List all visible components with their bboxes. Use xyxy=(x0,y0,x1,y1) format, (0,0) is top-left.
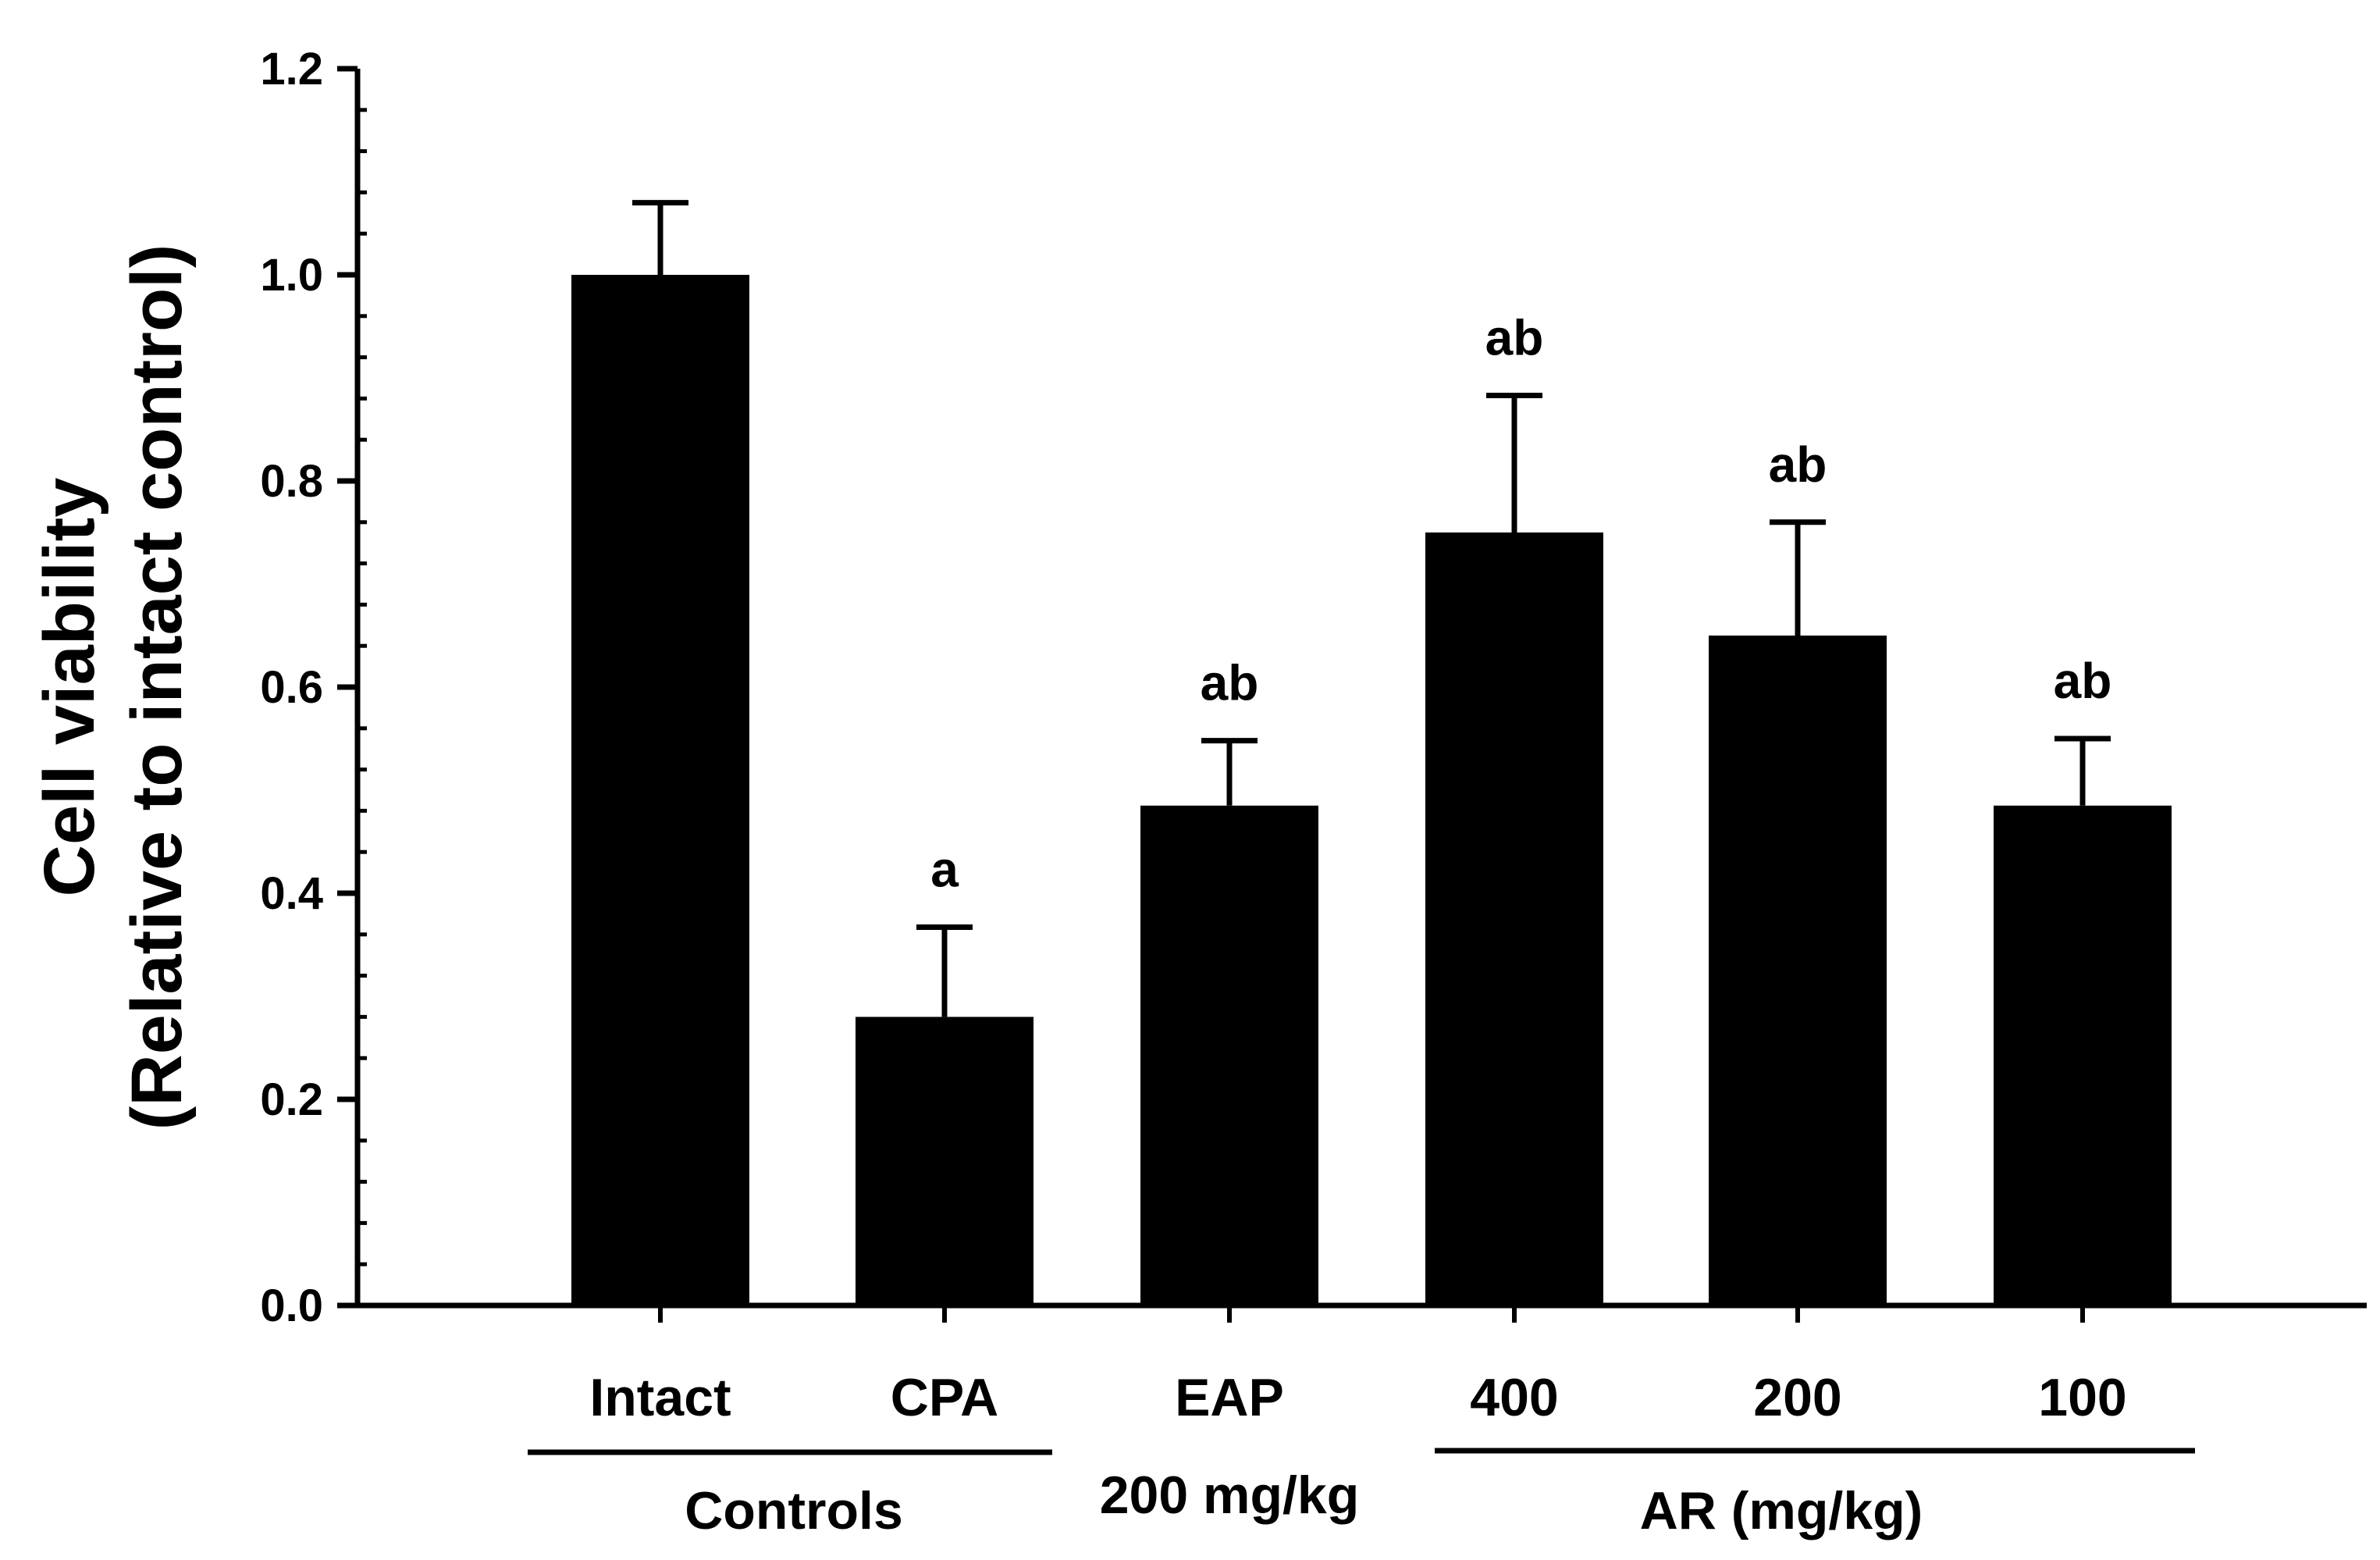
significance-label: ab xyxy=(1769,436,1827,493)
bar-200 xyxy=(1709,636,1887,1305)
significance-labels: a ab ab ab ab xyxy=(930,309,2111,897)
x-category-label: Intact xyxy=(589,1368,731,1427)
significance-label: ab xyxy=(1201,655,1259,711)
y-tick-label: 1.2 xyxy=(260,44,323,94)
y-tick-label: 0.0 xyxy=(260,1280,323,1331)
group-annotations: Controls 200 mg/kg AR (mg/kg) xyxy=(528,1448,2195,1540)
y-tick-label: 0.8 xyxy=(260,456,323,507)
x-category-labels: Intact CPA EAP 400 200 100 xyxy=(589,1305,2127,1427)
error-bars xyxy=(632,200,2111,1017)
ar-group-label: AR (mg/kg) xyxy=(1640,1481,1923,1540)
significance-label: ab xyxy=(2054,653,2112,709)
y-tick-label: 0.4 xyxy=(260,868,323,919)
x-category-label: CPA xyxy=(891,1368,999,1427)
bar-400 xyxy=(1425,532,1603,1305)
significance-label: ab xyxy=(1485,309,1544,365)
x-category-label: 100 xyxy=(2038,1368,2126,1427)
y-tick-label: 0.2 xyxy=(260,1074,323,1125)
x-category-label: 400 xyxy=(1470,1368,1558,1427)
significance-label: a xyxy=(930,842,959,898)
y-tick-label: 0.6 xyxy=(260,662,323,713)
y-axis-title-line1: Cell viability xyxy=(30,478,109,897)
controls-group-label: Controls xyxy=(685,1481,903,1540)
y-tick-label: 1.0 xyxy=(260,250,323,301)
x-category-label: EAP xyxy=(1175,1368,1284,1427)
bars xyxy=(571,275,2172,1305)
eap-dose-label: 200 mg/kg xyxy=(1100,1466,1360,1525)
bar-cpa xyxy=(856,1017,1033,1305)
y-axis-title-line2: (Relative to intact control) xyxy=(117,244,197,1131)
y-axis-title: Cell viability (Relative to intact contr… xyxy=(30,244,197,1131)
bar-intact xyxy=(571,275,749,1305)
bar-eap xyxy=(1140,805,1318,1305)
bar-100 xyxy=(1994,805,2172,1305)
x-category-label: 200 xyxy=(1753,1368,1841,1427)
y-ticks: 0.0 0.2 0.4 0.6 0.8 1.0 1.2 xyxy=(260,44,367,1331)
